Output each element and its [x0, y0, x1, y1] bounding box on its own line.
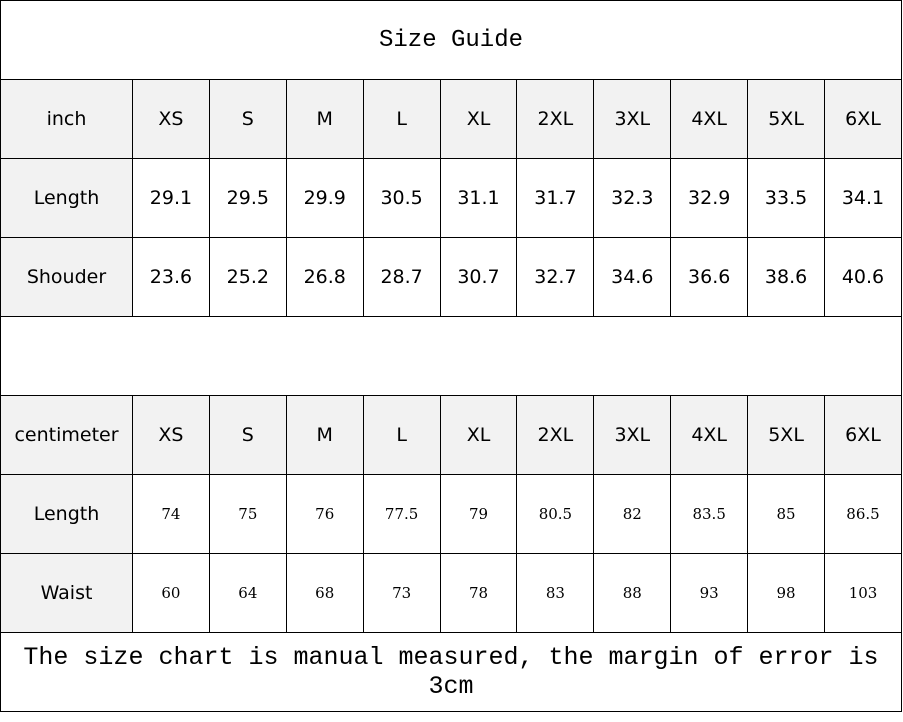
size-header: S [208, 79, 287, 159]
cell-value: 30.7 [439, 237, 518, 317]
size-header: 6XL [824, 79, 902, 159]
cell-value: 88 [593, 553, 672, 633]
size-header: L [362, 79, 441, 159]
inch-header-row: inch XS S M L XL 2XL 3XL 4XL 5XL 6XL [0, 79, 902, 159]
table-row: Waist 60 64 68 73 78 83 88 93 98 103 [0, 553, 902, 633]
size-header: 4XL [670, 395, 749, 475]
cell-value: 93 [670, 553, 749, 633]
size-header: XS [132, 79, 210, 159]
cell-value: 29.9 [285, 158, 364, 238]
size-header: 5XL [747, 79, 826, 159]
cell-value: 29.5 [208, 158, 287, 238]
size-header: 2XL [516, 79, 595, 159]
size-header: 6XL [824, 395, 902, 475]
row-label: Length [0, 474, 133, 554]
cell-value: 82 [593, 474, 672, 554]
cell-value: 86.5 [824, 474, 902, 554]
row-label: Waist [0, 553, 133, 633]
size-header: S [208, 395, 287, 475]
title-row: Size Guide [0, 0, 902, 80]
cell-value: 25.2 [208, 237, 287, 317]
cm-header-row: centimeter XS S M L XL 2XL 3XL 4XL 5XL 6XL [0, 395, 902, 475]
cell-value: 83 [516, 553, 595, 633]
size-header: XL [439, 79, 518, 159]
table-row: Length 29.1 29.5 29.9 30.5 31.1 31.7 32.3 32.9 33… [0, 158, 902, 238]
size-header: M [285, 79, 364, 159]
spacer [0, 316, 902, 396]
cell-value: 103 [824, 553, 902, 633]
cell-value: 85 [747, 474, 826, 554]
cell-value: 36.6 [670, 237, 749, 317]
table-row: Shouder 23.6 25.2 26.8 28.7 30.7 32.7 34.6 36.6 3… [0, 237, 902, 317]
size-header: M [285, 395, 364, 475]
cell-value: 30.5 [362, 158, 441, 238]
cell-value: 34.6 [593, 237, 672, 317]
cell-value: 74 [132, 474, 210, 554]
row-label: Shouder [0, 237, 133, 317]
cell-value: 73 [362, 553, 441, 633]
size-header: XS [132, 395, 210, 475]
cell-value: 32.7 [516, 237, 595, 317]
footer-note: The size chart is manual measured, the m… [0, 632, 902, 712]
size-header: 4XL [670, 79, 749, 159]
row-label: Length [0, 158, 133, 238]
size-header: L [362, 395, 441, 475]
cell-value: 33.5 [747, 158, 826, 238]
size-header: 2XL [516, 395, 595, 475]
cell-value: 60 [132, 553, 210, 633]
size-header: 3XL [593, 395, 672, 475]
cell-value: 80.5 [516, 474, 595, 554]
cell-value: 28.7 [362, 237, 441, 317]
cell-value: 38.6 [747, 237, 826, 317]
cell-value: 31.7 [516, 158, 595, 238]
unit-label-inch: inch [0, 79, 133, 159]
cell-value: 34.1 [824, 158, 902, 238]
cell-value: 29.1 [132, 158, 210, 238]
cell-value: 79 [439, 474, 518, 554]
cell-value: 23.6 [132, 237, 210, 317]
cell-value: 76 [285, 474, 364, 554]
footer-row: The size chart is manual measured, the m… [0, 632, 902, 712]
table-row: Length 74 75 76 77.5 79 80.5 82 83.5 85 86.5 [0, 474, 902, 554]
cell-value: 32.3 [593, 158, 672, 238]
size-header: XL [439, 395, 518, 475]
spacer-row [0, 316, 902, 396]
cell-value: 31.1 [439, 158, 518, 238]
page-title: Size Guide [0, 0, 902, 80]
cell-value: 26.8 [285, 237, 364, 317]
cell-value: 68 [285, 553, 364, 633]
cell-value: 83.5 [670, 474, 749, 554]
cell-value: 78 [439, 553, 518, 633]
cell-value: 75 [208, 474, 287, 554]
size-header: 5XL [747, 395, 826, 475]
cell-value: 64 [208, 553, 287, 633]
cell-value: 40.6 [824, 237, 902, 317]
unit-label-cm: centimeter [0, 395, 133, 475]
size-header: 3XL [593, 79, 672, 159]
cell-value: 77.5 [362, 474, 441, 554]
cell-value: 32.9 [670, 158, 749, 238]
cell-value: 98 [747, 553, 826, 633]
